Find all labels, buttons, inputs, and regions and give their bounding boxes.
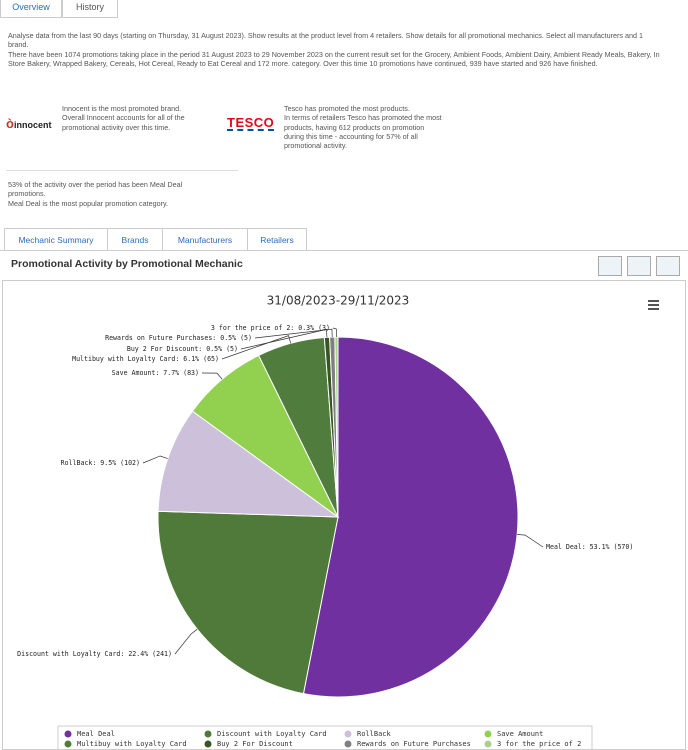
legend-label: Discount with Loyalty Card — [217, 730, 327, 738]
data-label: RollBack: 9.5% (102) — [61, 459, 140, 467]
legend-marker — [344, 730, 352, 738]
legend-label: Rewards on Future Purchases — [357, 740, 471, 748]
data-label: Rewards on Future Purchases: 0.5% (5) — [105, 334, 252, 342]
tab[interactable]: Overview — [0, 0, 62, 18]
divider — [6, 170, 238, 171]
subtab[interactable]: Manufacturers — [162, 228, 248, 251]
legend-marker — [64, 730, 72, 738]
legend-marker — [204, 740, 212, 748]
summary: Analyse data from the last 90 days (star… — [8, 31, 643, 50]
insight: Tesco has promoted the most products. In … — [284, 104, 444, 150]
legend-marker — [484, 740, 492, 748]
insight-line: Overall Innocent accounts for all of the… — [62, 113, 185, 132]
subtab[interactable]: Retailers — [247, 228, 307, 251]
legend-label: RollBack — [357, 730, 392, 738]
tab[interactable]: History — [62, 0, 118, 18]
insight-line: Meal Deal is the most popular promotion … — [8, 198, 169, 208]
label-connector — [240, 328, 328, 350]
legend-label: 3 for the price of 2 — [497, 740, 581, 748]
insight: Innocent is the most promoted brand. Over… — [62, 104, 212, 132]
label-connector — [254, 328, 333, 339]
panel-title: Promotional Activity by Promotional Mech… — [11, 258, 243, 270]
subtab[interactable]: Brands — [107, 228, 163, 251]
label-connector — [201, 372, 223, 380]
data-label: Buy 2 For Discount: 0.5% (5) — [127, 345, 238, 353]
data-label: Discount with Loyalty Card: 22.4% (241) — [17, 650, 172, 658]
label-connector — [517, 533, 544, 548]
insight-line: 53% of the activity over the period has … — [8, 180, 183, 199]
menu-icon[interactable] — [648, 300, 659, 310]
summary: There have been 1074 promotions taking p… — [8, 50, 660, 69]
insight-line: Tesco has promoted the most products. — [284, 104, 410, 113]
label-connector — [332, 327, 337, 338]
divider — [0, 250, 688, 251]
insight-line: In terms of retailers Tesco has promoted… — [284, 113, 442, 151]
label-connector — [174, 628, 198, 655]
label-connector — [142, 455, 168, 464]
chart-button[interactable] — [627, 256, 651, 276]
legend-marker — [64, 740, 72, 748]
data-label: Save Amount: 7.7% (83) — [112, 369, 199, 377]
data-label: 3 for the price of 2: 0.3% (3) — [211, 324, 330, 332]
subtab[interactable]: Mechanic Summary — [4, 228, 108, 251]
legend-label: Meal Deal — [77, 730, 115, 738]
insight: 53% of the activity over the period has … — [8, 180, 208, 208]
data-label: Meal Deal: 53.1% (570) — [546, 543, 633, 551]
chart-button[interactable] — [598, 256, 622, 276]
chart: 31/08/2023-29/11/2023 Meal Deal: 53.1% (… — [2, 280, 686, 750]
logo-text: innocent — [13, 120, 52, 130]
legend-marker — [484, 730, 492, 738]
legend-marker — [204, 730, 212, 738]
data-label: Multibuy with Loyalty Card: 6.1% (65) — [72, 355, 219, 363]
legend-box — [57, 725, 593, 750]
label-connector — [221, 335, 291, 360]
legend-marker — [344, 740, 352, 748]
chart-title: 31/08/2023-29/11/2023 — [267, 294, 410, 308]
pie-slice — [302, 336, 519, 698]
chart-button[interactable] — [656, 256, 680, 276]
legend-label: Multibuy with Loyalty Card — [77, 740, 187, 748]
pie-slice — [157, 510, 339, 695]
legend-label: Buy 2 For Discount — [217, 740, 293, 748]
legend-label: Save Amount — [497, 730, 543, 738]
insight-line: Innocent is the most promoted brand. — [62, 104, 182, 113]
retailer-logo: TESCO — [227, 115, 275, 131]
brand-logo: òinnocent — [6, 116, 52, 131]
